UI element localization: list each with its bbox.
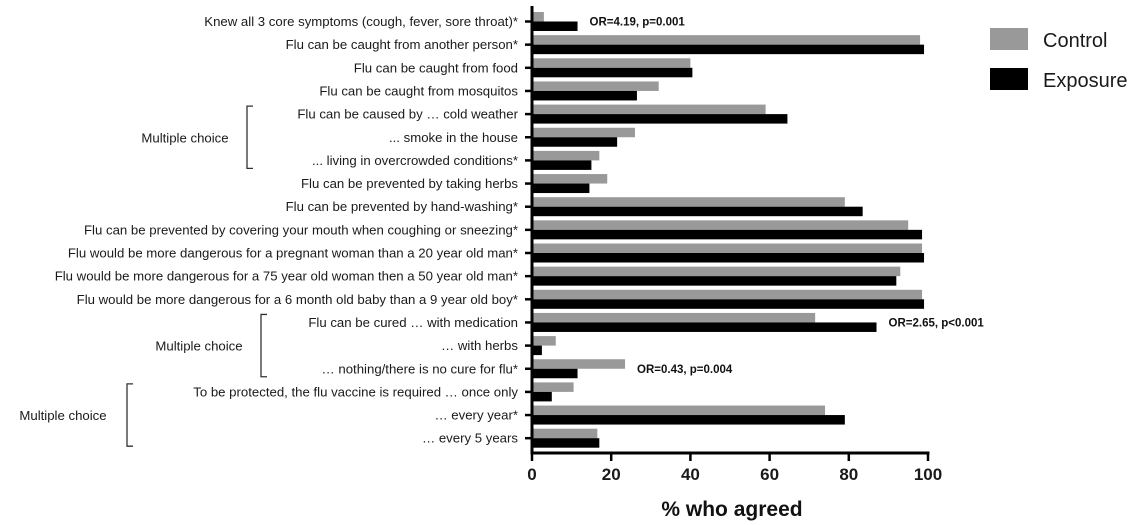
bar-exposure — [532, 368, 578, 379]
bar-control — [532, 382, 574, 392]
x-tick-label: 40 — [681, 465, 700, 484]
bar-exposure — [532, 21, 578, 31]
bar-exposure — [532, 206, 863, 217]
bar-control — [532, 197, 845, 207]
x-axis-title: % who agreed — [661, 498, 802, 521]
x-tick-label: 60 — [760, 465, 779, 484]
legend-swatch — [990, 28, 1028, 50]
bar-exposure — [532, 345, 542, 356]
bar-exposure — [532, 253, 925, 263]
bar-exposure — [532, 299, 925, 309]
category-label: To be protected, the flu vaccine is requ… — [193, 384, 518, 399]
annotation: OR=0.43, p=0.004 — [637, 364, 733, 376]
legend-label: Exposure — [1043, 70, 1128, 92]
category-label: … nothing/there is no cure for flu* — [322, 361, 518, 376]
annotation: OR=2.65, p<0.001 — [889, 317, 985, 329]
bar-exposure — [532, 183, 590, 194]
category-label: ... smoke in the house — [389, 130, 518, 145]
bar-control — [532, 35, 921, 45]
bar-control — [532, 58, 691, 68]
bar-control — [532, 243, 923, 253]
legend-swatch — [990, 68, 1028, 90]
bar-exposure — [532, 114, 788, 124]
bar-exposure — [532, 322, 877, 332]
category-label: Flu can be cured … with medication — [308, 315, 518, 330]
category-label: Flu would be more dangerous for a pregna… — [68, 246, 518, 261]
bar-exposure — [532, 137, 618, 147]
bar-exposure — [532, 415, 845, 425]
category-label: Flu can be caught from food — [354, 60, 518, 75]
bar-control — [532, 312, 816, 323]
bar-control — [532, 12, 544, 22]
bar-exposure — [532, 438, 600, 448]
annotation: OR=4.19, p=0.001 — [590, 17, 686, 29]
bar-exposure — [532, 160, 592, 170]
x-tick-label: 80 — [839, 465, 858, 484]
category-label: Flu can be prevented by hand-washing* — [286, 199, 518, 214]
bar-exposure — [532, 229, 923, 240]
bar-exposure — [532, 90, 637, 101]
category-label: Flu can be caught from mosquitos — [319, 83, 518, 98]
group-bracket — [126, 383, 133, 447]
bar-control — [532, 336, 556, 346]
group-label: Multiple choice — [141, 130, 228, 145]
bar-exposure — [532, 44, 925, 55]
category-label: Flu can be caught from another person* — [286, 37, 518, 52]
bar-control — [532, 220, 909, 230]
category-label: … with herbs — [441, 338, 518, 353]
group-label: Multiple choice — [19, 408, 106, 423]
category-label: Flu can be prevented by covering your mo… — [84, 222, 518, 237]
bar-control — [532, 150, 600, 161]
bar-exposure — [532, 276, 897, 286]
x-tick-label: 100 — [914, 465, 942, 484]
x-tick-label: 0 — [527, 465, 536, 484]
bar-control — [532, 174, 608, 184]
category-label: … every year* — [434, 408, 518, 423]
x-tick-label: 20 — [602, 465, 621, 484]
bar-control — [532, 289, 923, 300]
group-bracket — [246, 105, 253, 170]
legend-label: Control — [1043, 30, 1107, 52]
bar-control — [532, 104, 766, 115]
category-label: Flu can be prevented by taking herbs — [301, 176, 518, 191]
category-label: Flu can be caused by … cold weather — [297, 107, 518, 122]
bar-control — [532, 127, 635, 138]
bar-control — [532, 405, 826, 416]
bar-control — [532, 428, 598, 439]
category-label: Flu would be more dangerous for a 75 yea… — [55, 269, 518, 284]
category-label: … every 5 years — [422, 431, 518, 446]
bar-exposure — [532, 67, 693, 78]
bar-control — [532, 81, 659, 91]
bar-control — [532, 359, 626, 369]
category-label: Knew all 3 core symptoms (cough, fever, … — [204, 14, 518, 29]
bar-control — [532, 266, 901, 277]
category-label: Flu would be more dangerous for a 6 mont… — [77, 292, 518, 307]
bar-exposure — [532, 391, 552, 402]
group-label: Multiple choice — [155, 339, 242, 354]
group-bracket — [260, 313, 267, 378]
category-label: ... living in overcrowded conditions* — [312, 153, 518, 168]
